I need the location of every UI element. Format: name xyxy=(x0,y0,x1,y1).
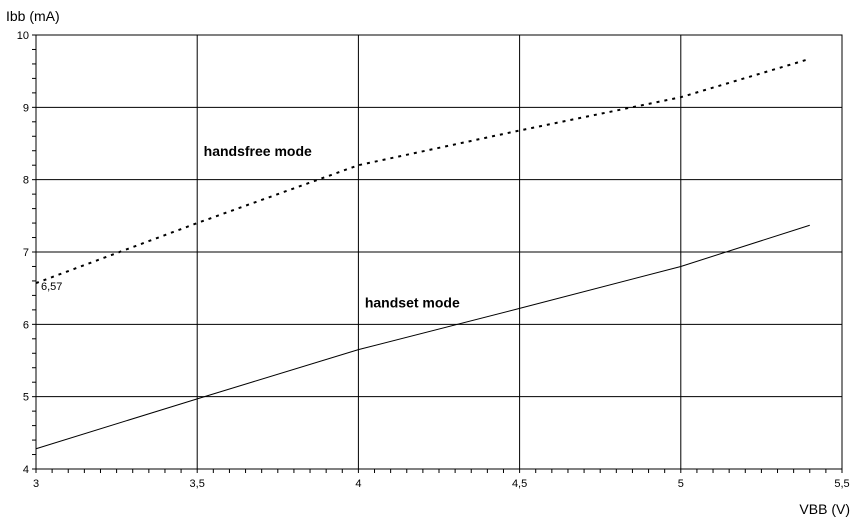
y-tick-label: 10 xyxy=(17,30,29,42)
y-tick-label: 7 xyxy=(23,247,29,259)
series-labels: handsfree mode handset mode xyxy=(204,143,460,311)
handsfree-mode-label: handsfree mode xyxy=(204,143,312,159)
x-tick-label: 5,5 xyxy=(834,478,849,490)
y-tick-label: 9 xyxy=(23,102,29,114)
x-axis-title: VBB (V) xyxy=(799,501,850,517)
x-tick-label: 3,5 xyxy=(190,478,205,490)
x-tick-label: 5 xyxy=(678,478,684,490)
x-tick-label: 3 xyxy=(33,478,39,490)
handset-series-line xyxy=(35,224,810,450)
series-lines xyxy=(35,57,811,450)
y-minor-ticks xyxy=(32,34,36,470)
handsfree-series-line xyxy=(35,57,811,285)
handset-mode-label: handset mode xyxy=(365,295,460,311)
y-tick-label: 8 xyxy=(23,175,29,187)
x-tick-label: 4,5 xyxy=(512,478,527,490)
point-annotations: 6,57 xyxy=(41,281,62,293)
start-value-annotation: 6,57 xyxy=(41,281,62,293)
x-tick-label: 4 xyxy=(355,478,361,490)
x-tick-labels: 3 3,5 4 4,5 5 5,5 xyxy=(33,478,850,490)
y-tick-label: 6 xyxy=(23,319,29,331)
y-axis-title: Ibb (mA) xyxy=(6,8,60,24)
y-tick-labels: 4 5 6 7 8 9 10 xyxy=(17,30,29,476)
y-tick-label: 5 xyxy=(23,392,29,404)
x-minor-ticks xyxy=(35,469,843,473)
y-tick-label: 4 xyxy=(23,464,29,476)
grid xyxy=(36,35,842,469)
